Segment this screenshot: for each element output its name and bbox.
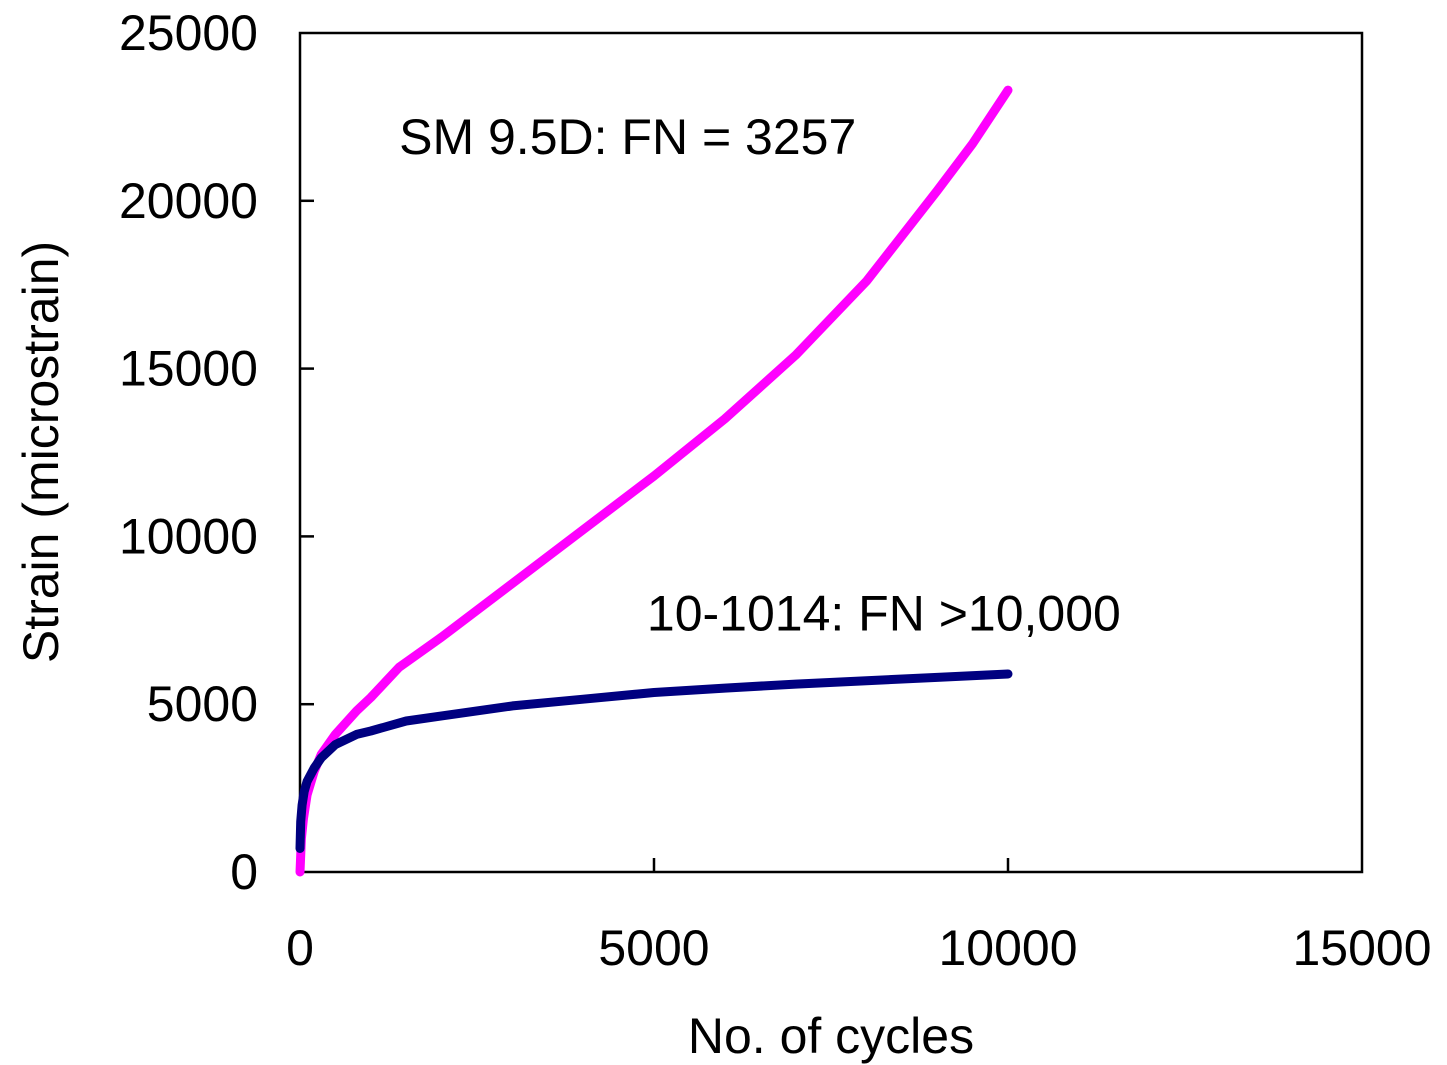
x-axis-title: No. of cycles [688,1008,974,1064]
annotation-10-1014: 10-1014: FN >10,000 [647,586,1121,642]
y-tick-label: 0 [230,844,258,900]
y-tick-label: 25000 [119,5,258,61]
series-line-10-1014 [295,669,1013,853]
y-axis-title: Strain (microstrain) [13,241,69,663]
y-tick-label: 10000 [119,508,258,564]
series-group [295,85,1013,877]
annotation-sm95d: SM 9.5D: FN = 3257 [399,109,856,165]
y-tick-label: 15000 [119,341,258,397]
annotations: SM 9.5D: FN = 3257 10-1014: FN >10,000 [399,109,1121,642]
y-tick-label: 20000 [119,173,258,229]
y-tick-label: 5000 [147,676,258,732]
x-tick-label: 10000 [938,920,1077,976]
x-tick-label: 5000 [598,920,709,976]
x-axis-ticks: 0 5000 10000 15000 [286,858,1432,976]
plot-area [298,31,1364,874]
x-tick-label: 15000 [1292,920,1431,976]
x-tick-label: 0 [286,920,314,976]
y-axis-ticks: 0 5000 10000 15000 20000 25000 [119,5,314,900]
